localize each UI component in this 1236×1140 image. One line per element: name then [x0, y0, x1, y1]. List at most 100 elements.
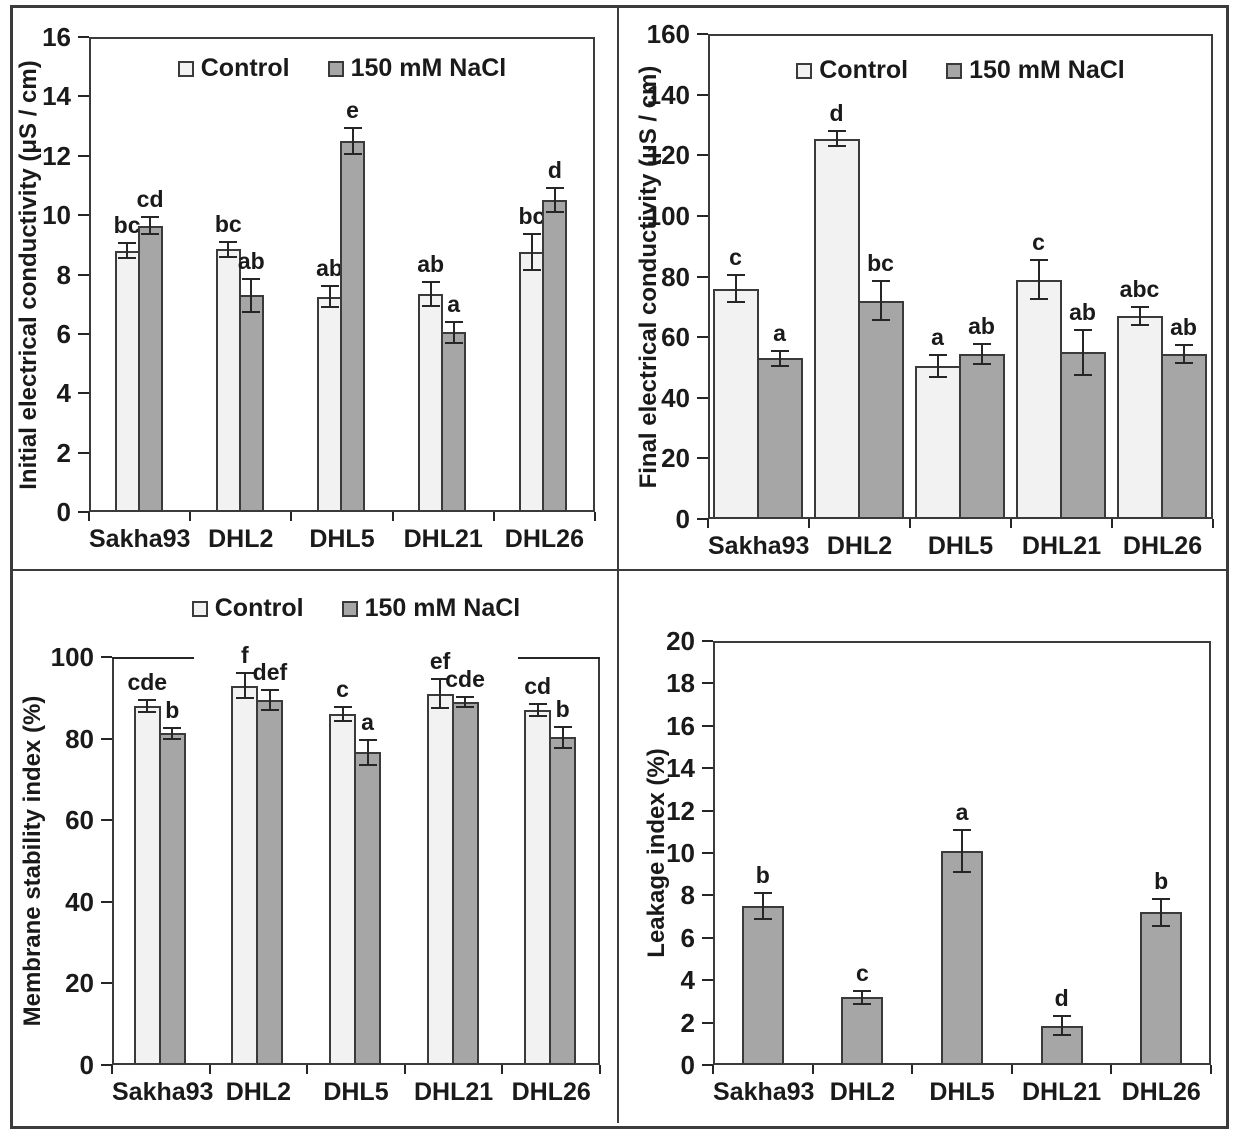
- error-bar-cap-top: [444, 321, 463, 323]
- legend-item-150-mm-nacl: 150 mM NaCl: [946, 56, 1125, 85]
- error-bar-cap-bottom: [853, 1002, 872, 1005]
- x-axis-tick: [492, 512, 495, 521]
- x-axis-tick: [707, 519, 709, 528]
- error-bar-cap-bottom: [1073, 374, 1092, 377]
- error-bar-cap-top: [141, 215, 160, 218]
- significance-letter: c: [336, 676, 349, 703]
- significance-letter: b: [165, 696, 180, 723]
- category-label-dhl21: DHL21: [1022, 1078, 1102, 1106]
- bar-150-mm-nacl-dhl5: [941, 850, 983, 1065]
- error-bar-cap-top: [421, 280, 440, 283]
- y-tick-label: 6: [680, 922, 695, 953]
- bar-150-mm-nacl-dhl5: [340, 140, 365, 512]
- y-tick-label: 8: [680, 880, 695, 911]
- bar-control-sakha93: [133, 705, 161, 1065]
- error-bar-cap-bottom: [1029, 298, 1048, 301]
- significance-letter: cd: [524, 672, 552, 699]
- y-tick-label: 16: [666, 710, 695, 741]
- error-bar: [1060, 1016, 1063, 1036]
- y-axis-tick: [702, 852, 713, 854]
- error-bar-cap-top: [333, 706, 352, 709]
- y-tick-label: 2: [56, 437, 71, 468]
- bar-150-mm-nacl-sakha93: [756, 358, 803, 519]
- x-axis-tick: [111, 1065, 113, 1074]
- y-axis-tick: [702, 936, 713, 939]
- error-bar: [464, 696, 467, 707]
- legend-swatch-icon: [341, 600, 358, 617]
- category-label-sakha93: Sakha93: [708, 532, 810, 560]
- legend-item-control: Control: [177, 54, 290, 83]
- error-bar-cap-bottom: [528, 715, 547, 718]
- error-bar-cap-top: [545, 187, 564, 190]
- significance-letter: bc: [518, 203, 546, 230]
- error-bar: [250, 278, 253, 312]
- error-bar: [341, 707, 344, 722]
- category-label-dhl26: DHL26: [1122, 532, 1203, 560]
- error-bar-cap-bottom: [953, 871, 971, 874]
- error-bar-cap-top: [118, 242, 137, 245]
- y-tick-label: 80: [65, 723, 94, 754]
- bar-150-mm-nacl-dhl21: [441, 332, 467, 512]
- significance-letter: e: [346, 96, 359, 123]
- legend-swatch-icon: [191, 600, 208, 617]
- significance-letter: b: [755, 862, 770, 889]
- significance-letter: cd: [136, 185, 164, 212]
- bar-control-sakha93: [712, 288, 759, 519]
- error-bar: [980, 343, 983, 364]
- error-bar-cap-bottom: [1152, 925, 1171, 928]
- error-bar-cap-top: [553, 726, 572, 729]
- bar-control-dhl21: [426, 693, 454, 1065]
- x-axis-tick: [911, 1065, 914, 1074]
- error-bar-cap-top: [219, 240, 238, 243]
- error-bar-cap-top: [726, 273, 745, 276]
- x-axis-tick: [1010, 1065, 1013, 1074]
- error-bar-cap-top: [853, 989, 872, 992]
- significance-letter: ab: [1170, 313, 1197, 340]
- category-label-dhl2: DHL2: [829, 1078, 896, 1106]
- y-tick-label: 40: [661, 382, 690, 413]
- error-bar: [861, 990, 864, 1004]
- error-bar-cap-bottom: [1130, 324, 1149, 326]
- error-bar-cap-bottom: [320, 306, 339, 309]
- error-bar: [761, 893, 764, 919]
- bar-control-dhl5: [914, 365, 961, 519]
- y-tick-label: 80: [661, 261, 690, 292]
- legend-label: 150 mM NaCl: [364, 594, 521, 622]
- error-bar: [439, 679, 442, 708]
- category-label-dhl5: DHL5: [929, 1078, 995, 1106]
- bar-150-mm-nacl-dhl26: [1160, 353, 1207, 519]
- x-axis-tick: [594, 512, 596, 521]
- legend-label: Control: [200, 54, 290, 82]
- y-axis-tick: [702, 724, 713, 727]
- bar-control-dhl2: [231, 685, 259, 1065]
- error-bar: [1138, 306, 1141, 325]
- category-label-dhl5: DHL5: [323, 1078, 389, 1106]
- y-tick-label: 20: [65, 968, 94, 999]
- error-bar-cap-top: [320, 285, 339, 288]
- y-tick-label: 0: [680, 1050, 695, 1080]
- error-bar: [961, 829, 963, 873]
- error-bar: [530, 234, 533, 271]
- y-tick-label: 12: [42, 140, 71, 171]
- y-axis-tick: [78, 36, 89, 38]
- x-axis-tick: [189, 512, 192, 521]
- error-bar-cap-bottom: [444, 341, 463, 344]
- y-axis-tick: [697, 33, 708, 35]
- error-bar-cap-bottom: [726, 301, 745, 304]
- error-bar: [734, 274, 737, 303]
- legend-swatch-icon: [796, 62, 813, 79]
- bar-150-mm-nacl-sakha93: [158, 733, 186, 1065]
- bar-control-dhl5: [329, 714, 356, 1065]
- significance-letter: bc: [214, 210, 242, 237]
- bar-control-dhl2: [813, 138, 860, 519]
- x-axis-tick: [88, 512, 90, 521]
- error-bar-cap-top: [260, 688, 279, 691]
- error-bar-cap-top: [522, 233, 541, 236]
- y-axis-tick: [697, 518, 708, 520]
- error-bar-cap-top: [1174, 343, 1193, 346]
- y-tick-label: 120: [646, 140, 690, 171]
- category-label-dhl26: DHL26: [1121, 1078, 1201, 1106]
- category-label-dhl5: DHL5: [309, 525, 375, 553]
- category-label-dhl2: DHL2: [826, 532, 893, 560]
